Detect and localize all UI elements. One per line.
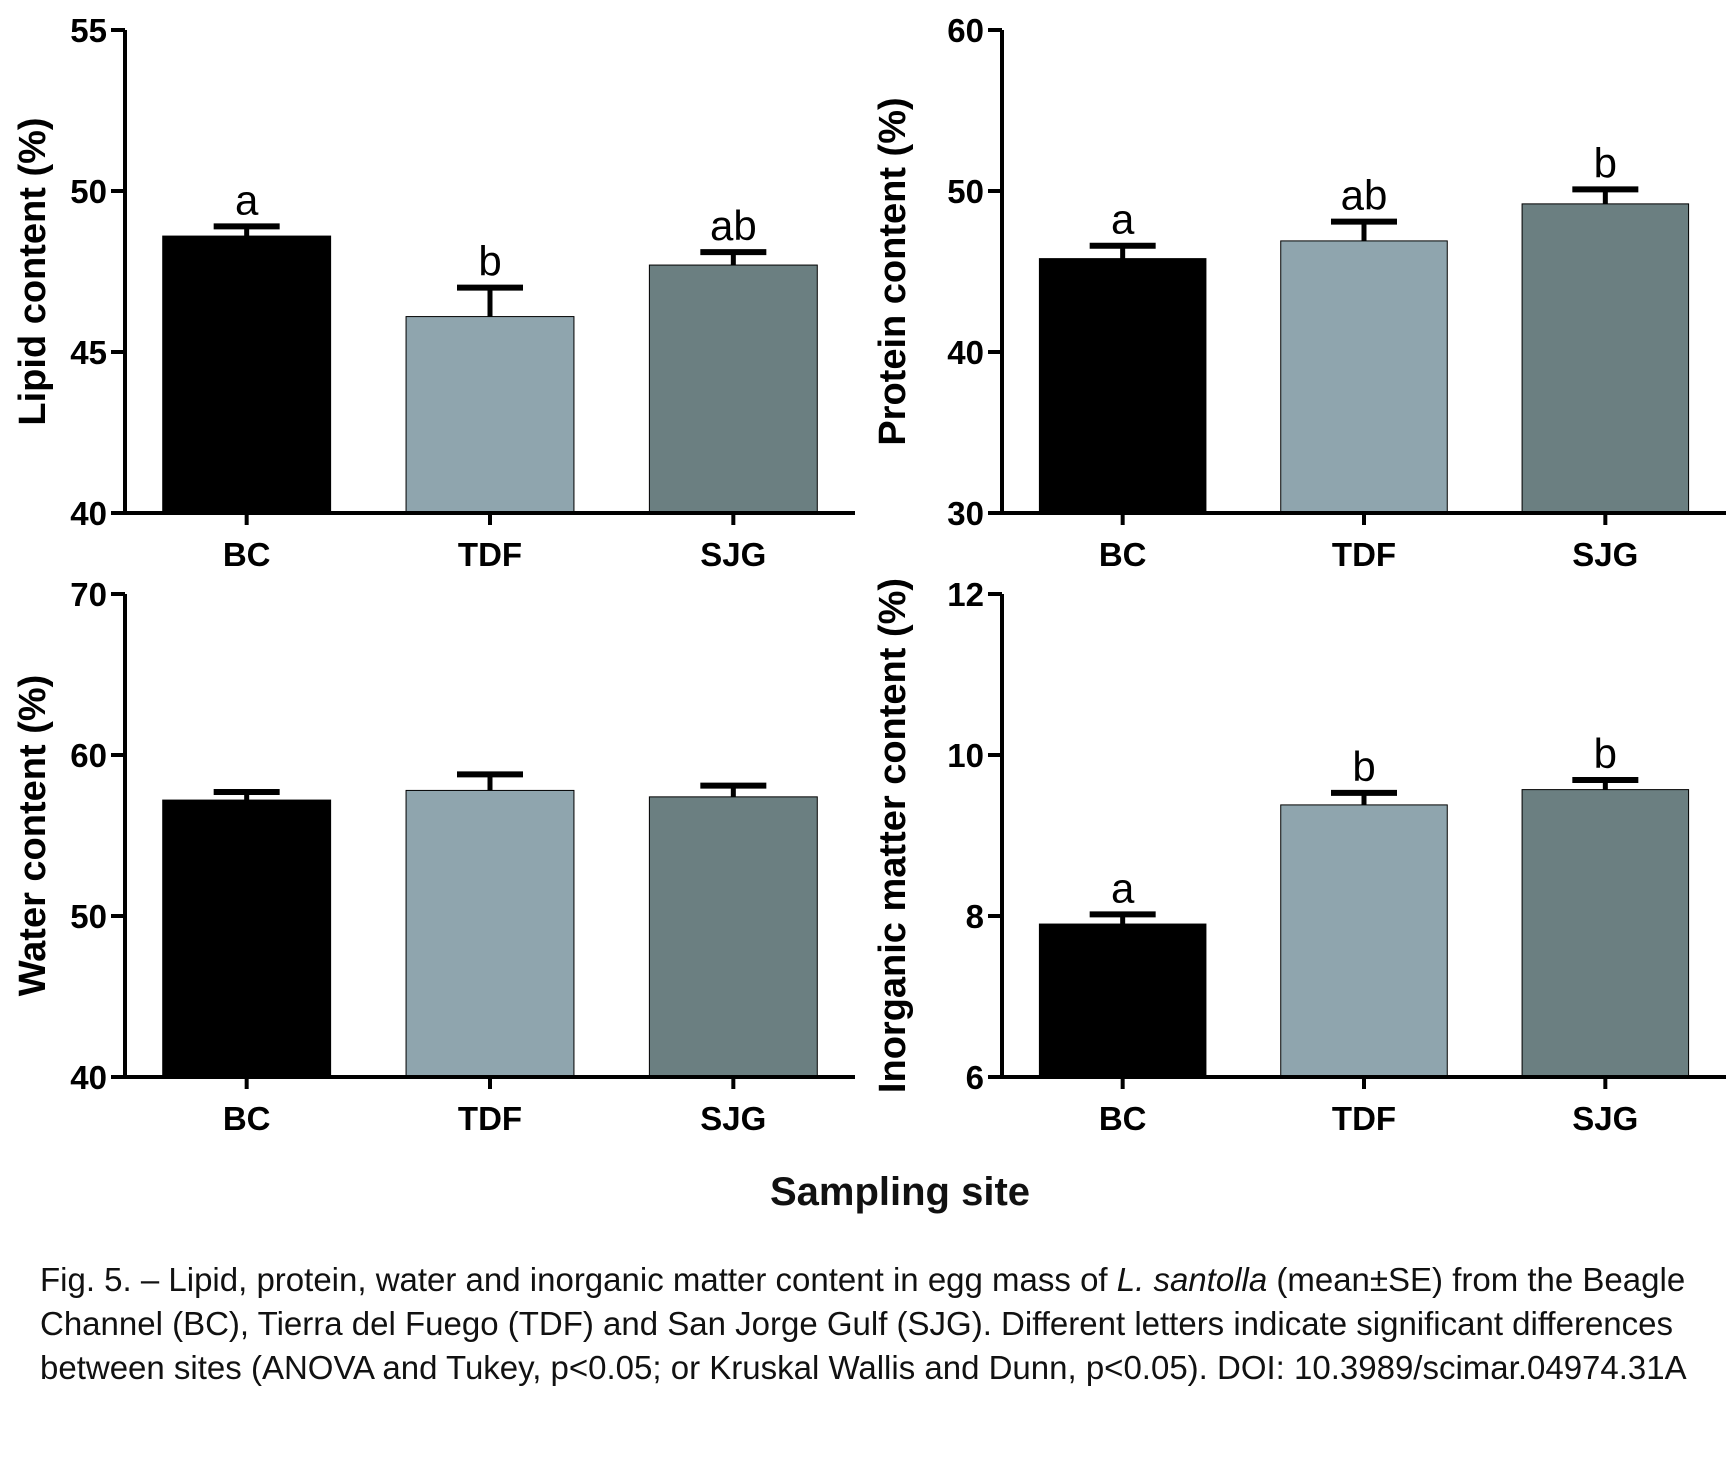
y-tick-label: 60 bbox=[70, 737, 107, 774]
y-tick-label: 40 bbox=[947, 334, 984, 371]
x-tick-label-sjg: SJG bbox=[700, 1100, 766, 1137]
significance-letter-bc: a bbox=[1111, 196, 1135, 243]
y-tick-label: 6 bbox=[966, 1059, 984, 1096]
chart-panel-2: a BC ab TDF b SJG 30 40 50 60 Protein content (%) bbox=[872, 12, 1726, 573]
y-tick-label: 30 bbox=[947, 495, 984, 532]
x-tick-label-tdf: TDF bbox=[1332, 536, 1396, 573]
significance-letter-sjg: b bbox=[1594, 730, 1617, 777]
y-tick-label: 40 bbox=[70, 495, 107, 532]
bar-sjg bbox=[648, 264, 818, 514]
significance-letter-tdf: ab bbox=[1341, 172, 1388, 219]
bar-sjg bbox=[648, 796, 818, 1078]
caption-text-part1: Fig. 5. – Lipid, protein, water and inor… bbox=[40, 1261, 1117, 1298]
chart-panel-1: a BC b TDF ab SJG 40 45 50 55 Lipid content (%) bbox=[12, 12, 855, 573]
y-tick-label: 40 bbox=[70, 1059, 107, 1096]
y-tick-label: 50 bbox=[70, 898, 107, 935]
significance-letter-tdf: b bbox=[478, 238, 501, 285]
bar-bc bbox=[162, 799, 332, 1078]
chart-panel-4: a BC b TDF b SJG 6 8 10 12 Inorganic matter conten… bbox=[872, 576, 1726, 1137]
caption-species: L. santolla bbox=[1116, 1261, 1268, 1298]
y-tick-label: 45 bbox=[70, 334, 107, 371]
bar-sjg bbox=[1521, 789, 1690, 1078]
x-tick-label-sjg: SJG bbox=[1572, 1100, 1638, 1137]
bar-tdf bbox=[1280, 240, 1448, 514]
bar-tdf bbox=[1280, 804, 1448, 1078]
y-tick-label: 10 bbox=[947, 737, 984, 774]
bar-sjg bbox=[1521, 203, 1690, 514]
y-tick-label: 50 bbox=[70, 173, 107, 210]
significance-letter-tdf: b bbox=[1352, 743, 1375, 790]
chart-panel-3: BC TDF SJG 40 50 60 70 Water content (%) bbox=[12, 576, 855, 1137]
y-axis-title: Water content (%) bbox=[12, 675, 54, 997]
significance-letter-bc: a bbox=[235, 176, 259, 223]
significance-letter-bc: a bbox=[1111, 864, 1135, 911]
bar-tdf bbox=[405, 789, 575, 1078]
y-tick-label: 8 bbox=[966, 898, 984, 935]
x-tick-label-bc: BC bbox=[1099, 1100, 1147, 1137]
shared-x-axis-title: Sampling site bbox=[769, 1170, 1031, 1214]
x-tick-label-tdf: TDF bbox=[458, 1100, 522, 1137]
y-tick-label: 60 bbox=[947, 12, 984, 49]
y-axis-title: Protein content (%) bbox=[872, 97, 914, 445]
bar-bc bbox=[1038, 258, 1207, 514]
y-tick-label: 12 bbox=[947, 576, 984, 613]
x-tick-label-sjg: SJG bbox=[700, 536, 766, 573]
x-tick-label-sjg: SJG bbox=[1572, 536, 1638, 573]
significance-letter-sjg: ab bbox=[710, 202, 757, 249]
bar-tdf bbox=[405, 316, 575, 514]
caption-text-part2: (mean±SE) from the Beagle Channel (BC), … bbox=[40, 1261, 1687, 1386]
y-axis-title: Lipid content (%) bbox=[12, 117, 54, 425]
bar-bc bbox=[162, 235, 332, 514]
x-tick-label-tdf: TDF bbox=[458, 536, 522, 573]
x-tick-label-tdf: TDF bbox=[1332, 1100, 1396, 1137]
y-axis-title: Inorganic matter content (%) bbox=[872, 578, 914, 1093]
x-tick-label-bc: BC bbox=[1099, 536, 1147, 573]
bar-bc bbox=[1038, 923, 1207, 1078]
significance-letter-sjg: b bbox=[1594, 139, 1617, 186]
y-tick-label: 55 bbox=[70, 12, 107, 49]
figure-caption: Fig. 5. – Lipid, protein, water and inor… bbox=[40, 1258, 1720, 1390]
x-tick-label-bc: BC bbox=[223, 536, 271, 573]
y-tick-label: 50 bbox=[947, 173, 984, 210]
x-tick-label-bc: BC bbox=[223, 1100, 271, 1137]
y-tick-label: 70 bbox=[70, 576, 107, 613]
